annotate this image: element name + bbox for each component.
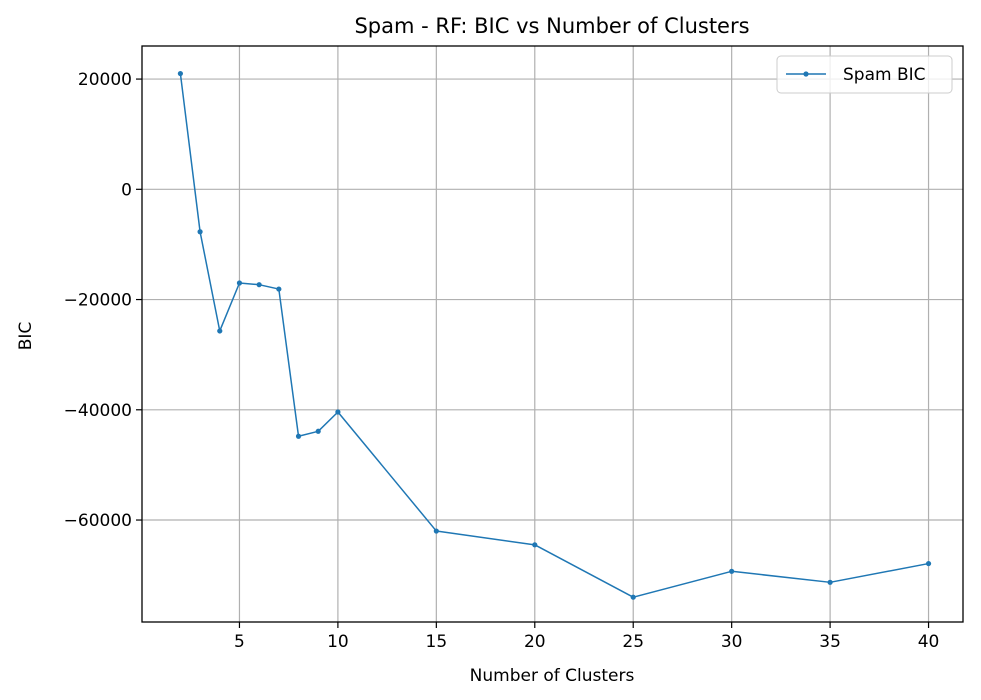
data-point-k4 — [217, 328, 223, 334]
x-axis-ticks: 5 10 15 20 25 30 35 40 — [234, 622, 939, 652]
data-point-k35 — [827, 579, 833, 585]
x-tick-label-15: 15 — [426, 632, 448, 652]
x-tick-label-20: 20 — [524, 632, 546, 652]
legend-label-spam-bic: Spam BIC — [843, 65, 926, 85]
grid-lines — [142, 46, 963, 622]
y-tick-label-3: −40000 — [64, 401, 132, 421]
y-tick-label-1: 0 — [121, 180, 132, 200]
data-point-k5 — [236, 280, 243, 286]
y-tick-label-0: 20000 — [78, 70, 132, 90]
y-axis-ticks: 20000 0 −20000 −40000 −60000 — [64, 70, 142, 531]
x-tick-label-30: 30 — [721, 632, 743, 652]
data-point-k9 — [315, 428, 321, 434]
series-layer — [177, 70, 932, 600]
x-tick-label-25: 25 — [622, 632, 644, 652]
plot-frame — [141, 45, 964, 623]
data-point-k10 — [335, 409, 341, 415]
y-axis-label: BIC — [16, 322, 36, 351]
x-tick-label-35: 35 — [819, 632, 841, 652]
x-tick-label-40: 40 — [918, 632, 940, 652]
y-tick-label-2: −20000 — [64, 291, 132, 311]
data-point-k40 — [925, 560, 932, 567]
data-point-k25 — [630, 594, 636, 600]
legend-box — [776, 55, 953, 94]
chart-title: Spam - RF: BIC vs Number of Clusters — [354, 14, 749, 38]
data-point-k15 — [433, 528, 439, 534]
x-axis-label: Number of Clusters — [470, 666, 635, 686]
data-point-k30 — [729, 568, 735, 574]
data-point-k6 — [256, 282, 262, 288]
x-tick-label-10: 10 — [327, 632, 349, 652]
data-point-k7 — [276, 286, 282, 292]
x-tick-label-5: 5 — [234, 632, 245, 652]
data-point-k2 — [177, 70, 183, 77]
y-tick-label-4: −60000 — [64, 511, 132, 531]
data-point-k20 — [532, 542, 538, 548]
legend: Spam BIC — [776, 55, 953, 94]
data-point-k8 — [295, 433, 302, 439]
plot-area — [142, 46, 963, 622]
data-point-k3 — [197, 229, 203, 235]
legend-marker-sample — [803, 71, 809, 77]
